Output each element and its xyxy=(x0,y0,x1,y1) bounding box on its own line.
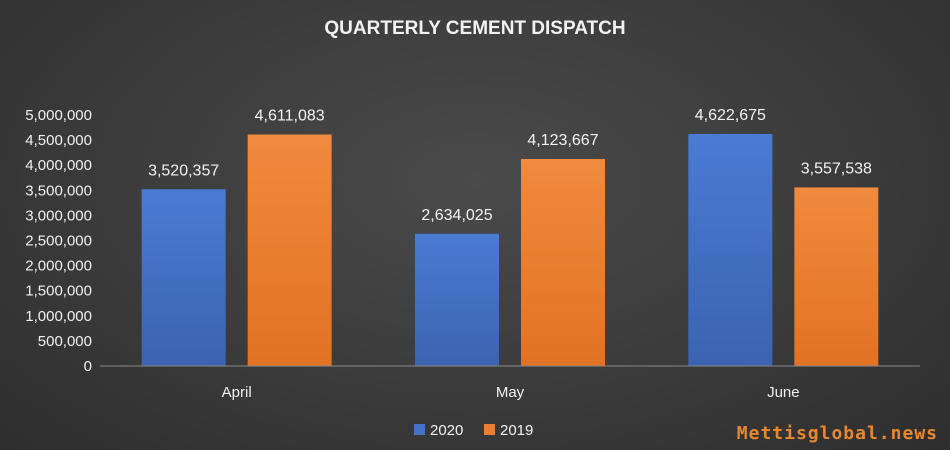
legend-label-2020: 2020 xyxy=(430,422,463,439)
bars xyxy=(141,133,879,366)
y-tick-label: 5,000,000 xyxy=(25,107,92,124)
legend-label-2019: 2019 xyxy=(500,422,533,439)
y-tick-label: 2,000,000 xyxy=(25,258,92,275)
data-label: 3,557,538 xyxy=(801,160,872,177)
bar-2019-april xyxy=(247,134,332,366)
y-tick-label: 1,000,000 xyxy=(25,308,92,325)
legend: 2020 2019 xyxy=(414,422,533,439)
y-tick-label: 4,500,000 xyxy=(25,132,92,149)
data-label: 2,634,025 xyxy=(421,207,492,224)
y-tick-label: 2,500,000 xyxy=(25,233,92,250)
data-label: 4,123,667 xyxy=(527,132,598,149)
bar-2020-may xyxy=(415,233,499,366)
data-label: 4,622,675 xyxy=(695,107,766,124)
bar-2019-may xyxy=(521,158,605,366)
y-tick-label: 4,000,000 xyxy=(25,157,92,174)
data-label: 3,520,357 xyxy=(148,162,219,179)
bar-2020-june xyxy=(688,133,773,366)
data-label: 4,611,083 xyxy=(255,108,325,125)
watermark: Mettisglobal.news xyxy=(736,423,938,444)
x-axis: April May June xyxy=(222,384,800,401)
bar-2020-april xyxy=(141,189,226,366)
x-tick-label: May xyxy=(496,384,525,401)
y-tick-label: 1,500,000 xyxy=(25,283,92,300)
legend-swatch-2020 xyxy=(414,424,425,435)
y-tick-label: 3,000,000 xyxy=(25,207,92,224)
y-tick-label: 500,000 xyxy=(38,333,92,350)
y-tick-label: 0 xyxy=(84,358,92,375)
chart-title: QUARTERLY CEMENT DISPATCH xyxy=(324,18,625,39)
y-axis: 0 500,000 1,000,000 1,500,000 2,000,000 2,500… xyxy=(25,107,92,375)
bar-2019-june xyxy=(794,187,879,366)
data-labels: 3,520,357 4,611,083 2,634,025 4,123,667 4,62… xyxy=(148,107,872,224)
legend-swatch-2019 xyxy=(484,424,495,435)
x-tick-label: June xyxy=(767,384,800,401)
y-tick-label: 3,500,000 xyxy=(25,182,92,199)
x-tick-label: April xyxy=(222,384,252,401)
